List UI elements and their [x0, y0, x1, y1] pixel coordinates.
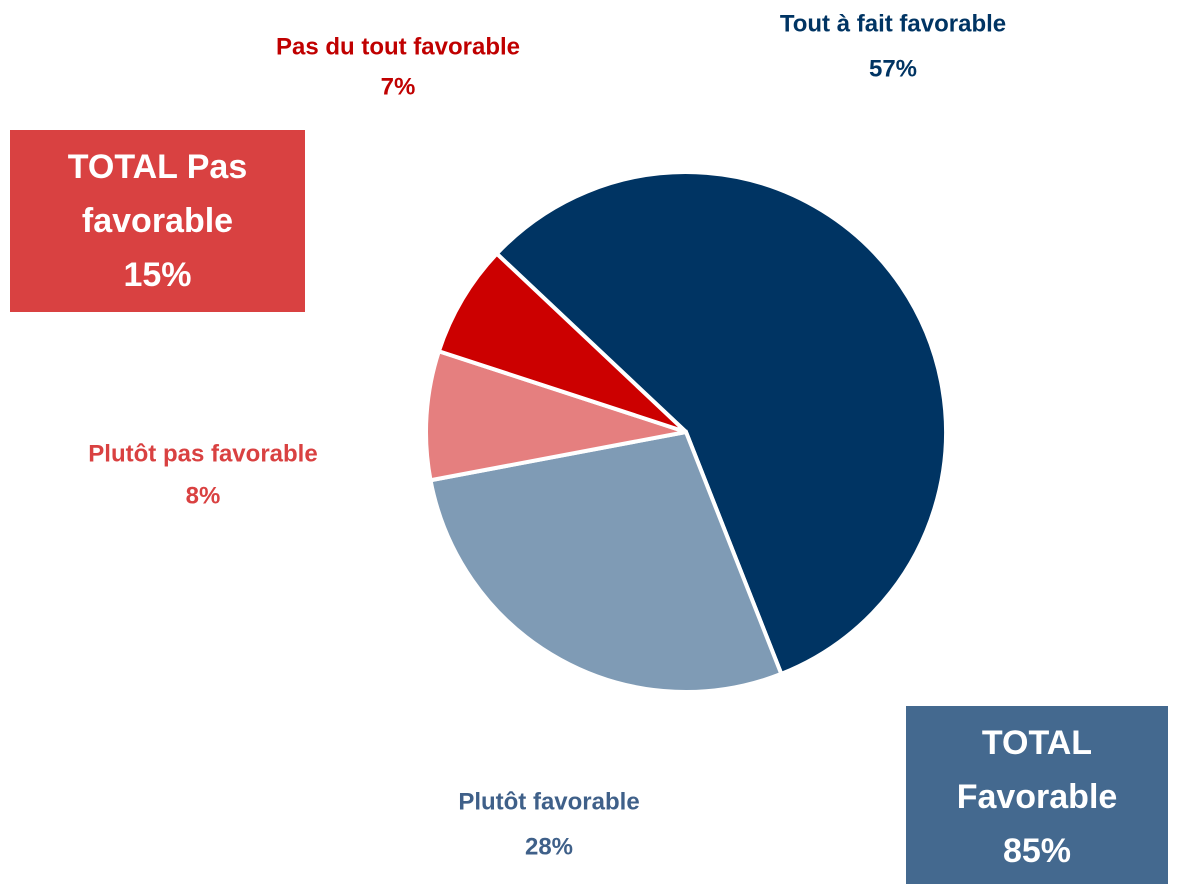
slice-value: 57% — [869, 55, 917, 82]
total-box: TOTAL Favorable 85% — [906, 706, 1168, 884]
slice-value: 8% — [186, 482, 221, 509]
slice-label: Plutôt pas favorable — [88, 440, 317, 467]
total-label: TOTAL Pas favorable — [67, 148, 248, 240]
slice-value: 28% — [525, 833, 573, 860]
slice-label: Tout à fait favorable — [780, 10, 1006, 37]
total-box: TOTAL Pas favorable 15% — [10, 130, 305, 312]
pie-slice — [428, 429, 784, 694]
total-value: 85% — [1002, 832, 1072, 870]
total-label: TOTAL Favorable — [956, 724, 1118, 816]
total-value: 15% — [123, 256, 192, 294]
pie-slice — [493, 170, 948, 677]
pie-slice — [436, 250, 688, 434]
slice-label: Plutôt favorable — [458, 788, 639, 815]
slice-value: 7% — [381, 73, 416, 100]
slice-label: Pas du tout favorable — [276, 33, 520, 60]
pie-slice — [424, 348, 687, 483]
